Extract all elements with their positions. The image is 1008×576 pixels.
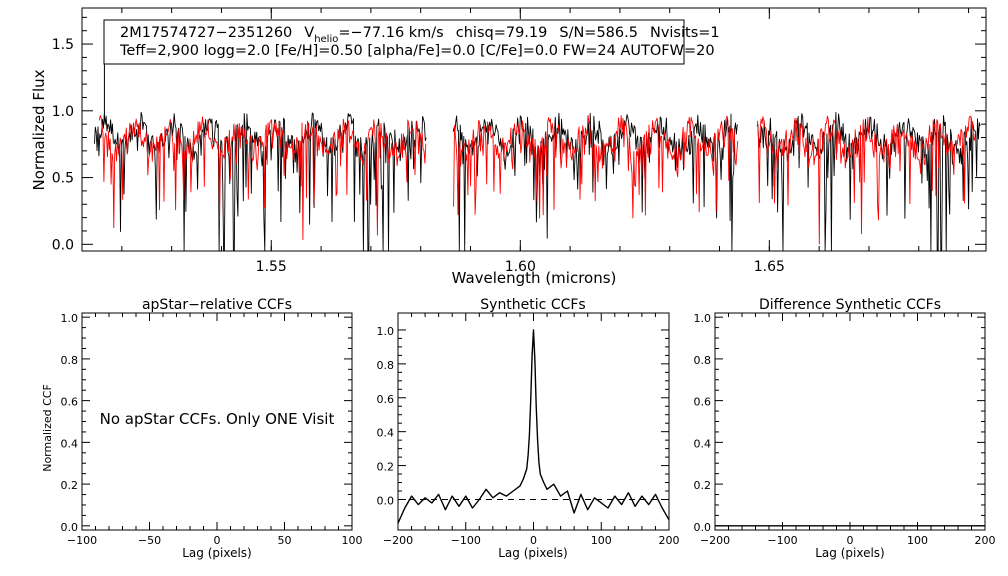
vhelio-value: =−77.16 km/s — [338, 25, 443, 41]
y-tick-label: 1.0 — [52, 104, 74, 120]
synthetic-ccf-line — [397, 329, 670, 524]
spectrum-ylabel: Normalized Flux — [30, 69, 48, 190]
apstar-ccf-panel: −100 −50 0 50 100 0.0 0.2 0.4 0.6 0.8 1.0 apStar−r… — [41, 297, 363, 560]
y-tick-label: 0.6 — [377, 393, 395, 406]
x-tick-label: 100 — [591, 534, 612, 547]
y-tick-label: 0.4 — [61, 437, 79, 450]
x-tick-label: −100 — [67, 534, 97, 547]
y-tick-label: 0.2 — [694, 479, 712, 492]
x-tick-label: −200 — [700, 534, 730, 547]
x-tick-label: 1.60 — [505, 259, 536, 275]
synthetic-ccf-title: Synthetic CCFs — [480, 297, 585, 313]
synthetic-ccf-panel: −200 −100 0 100 200 0.0 0.2 0.4 0.6 0.8 1.0 Synthe… — [377, 297, 680, 560]
y-tick-label: 0.0 — [377, 494, 395, 507]
difference-ccf-axes: −200 −100 0 100 200 0.0 0.2 0.4 0.6 0.8 1.0 — [694, 312, 996, 547]
y-tick-label: 0.6 — [61, 396, 79, 409]
synthetic-spectrum-line — [98, 114, 976, 245]
difference-ccf-xlabel: Lag (pixels) — [815, 546, 885, 560]
y-tick-label: 0.0 — [694, 521, 712, 534]
y-tick-label: 1.0 — [377, 325, 395, 338]
y-tick-label: 0.4 — [377, 427, 395, 440]
apstar-ccf-xlabel: Lag (pixels) — [182, 546, 252, 560]
y-tick-label: 0.8 — [377, 359, 395, 372]
parameter-line-2: Teff=2,900 logg=2.0 [Fe/H]=0.50 [alpha/F… — [119, 43, 715, 59]
x-tick-label: 0 — [530, 534, 537, 547]
y-tick-label: 1.5 — [52, 37, 74, 53]
spectrum-axes: 1.55 1.60 1.65 0.0 0.5 1.0 1.5 — [52, 8, 986, 275]
star-id: 2M17574727−2351260 — [120, 25, 292, 41]
x-tick-label: 0 — [847, 534, 854, 547]
y-tick-label: 0.2 — [61, 479, 79, 492]
y-tick-label: 0.0 — [61, 521, 79, 534]
chisq-value: chisq=79.19 — [456, 25, 548, 41]
y-tick-label: 0.0 — [52, 237, 74, 253]
parameter-box: 2M17574727−2351260 Vhelio=−77.16 km/s chis… — [103, 19, 720, 65]
x-tick-label: 1.55 — [256, 259, 287, 275]
spectrum-xlabel: Wavelength (microns) — [452, 269, 617, 287]
x-tick-label: −100 — [451, 534, 481, 547]
x-tick-label: −100 — [767, 534, 797, 547]
x-tick-label: 100 — [342, 534, 363, 547]
x-tick-label: 50 — [278, 534, 292, 547]
y-tick-label: 0.8 — [61, 354, 79, 367]
nvisits-value: Nvisits=1 — [650, 25, 720, 41]
synthetic-ccf-xlabel: Lag (pixels) — [498, 546, 568, 560]
synthetic-ccf-axes: −200 −100 0 100 200 0.0 0.2 0.4 0.6 0.8 1.0 — [377, 313, 680, 547]
parameter-line-1: 2M17574727−2351260 Vhelio=−77.16 km/s chis… — [120, 25, 720, 45]
y-tick-label: 0.5 — [52, 171, 74, 187]
synthetic-ccf-traces — [397, 329, 670, 524]
y-tick-label: 0.8 — [694, 354, 712, 367]
no-ccf-message: No apStar CCFs. Only ONE Visit — [100, 410, 335, 428]
y-tick-label: 0.6 — [694, 396, 712, 409]
y-tick-label: 1.0 — [694, 312, 712, 325]
x-tick-label: 1.65 — [754, 259, 785, 275]
y-tick-label: 0.4 — [694, 437, 712, 450]
x-tick-label: 0 — [214, 534, 221, 547]
x-tick-label: 100 — [907, 534, 928, 547]
y-tick-label: 1.0 — [61, 312, 79, 325]
spectrum-traces — [94, 41, 981, 252]
y-tick-label: 0.2 — [377, 461, 395, 474]
x-tick-label: 200 — [659, 534, 680, 547]
vhelio-label: V — [304, 25, 314, 41]
x-tick-label: −200 — [383, 534, 413, 547]
vhelio-subscript: helio — [314, 34, 338, 45]
snr-value: S/N=586.5 — [559, 25, 638, 41]
x-tick-label: 200 — [975, 534, 996, 547]
apstar-ccf-axes: −100 −50 0 50 100 0.0 0.2 0.4 0.6 0.8 1.0 — [61, 312, 363, 547]
apstar-ccf-ylabel: Normalized CCF — [41, 384, 54, 472]
x-tick-label: −50 — [138, 534, 161, 547]
apstar-ccf-title: apStar−relative CCFs — [142, 297, 292, 313]
difference-ccf-panel: −200 −100 0 100 200 0.0 0.2 0.4 0.6 0.8 1.0 Differ… — [694, 297, 996, 560]
spectrum-panel: 1.55 1.60 1.65 0.0 0.5 1.0 1.5 Normalized Flux… — [30, 7, 987, 287]
difference-ccf-title: Difference Synthetic CCFs — [759, 297, 941, 313]
